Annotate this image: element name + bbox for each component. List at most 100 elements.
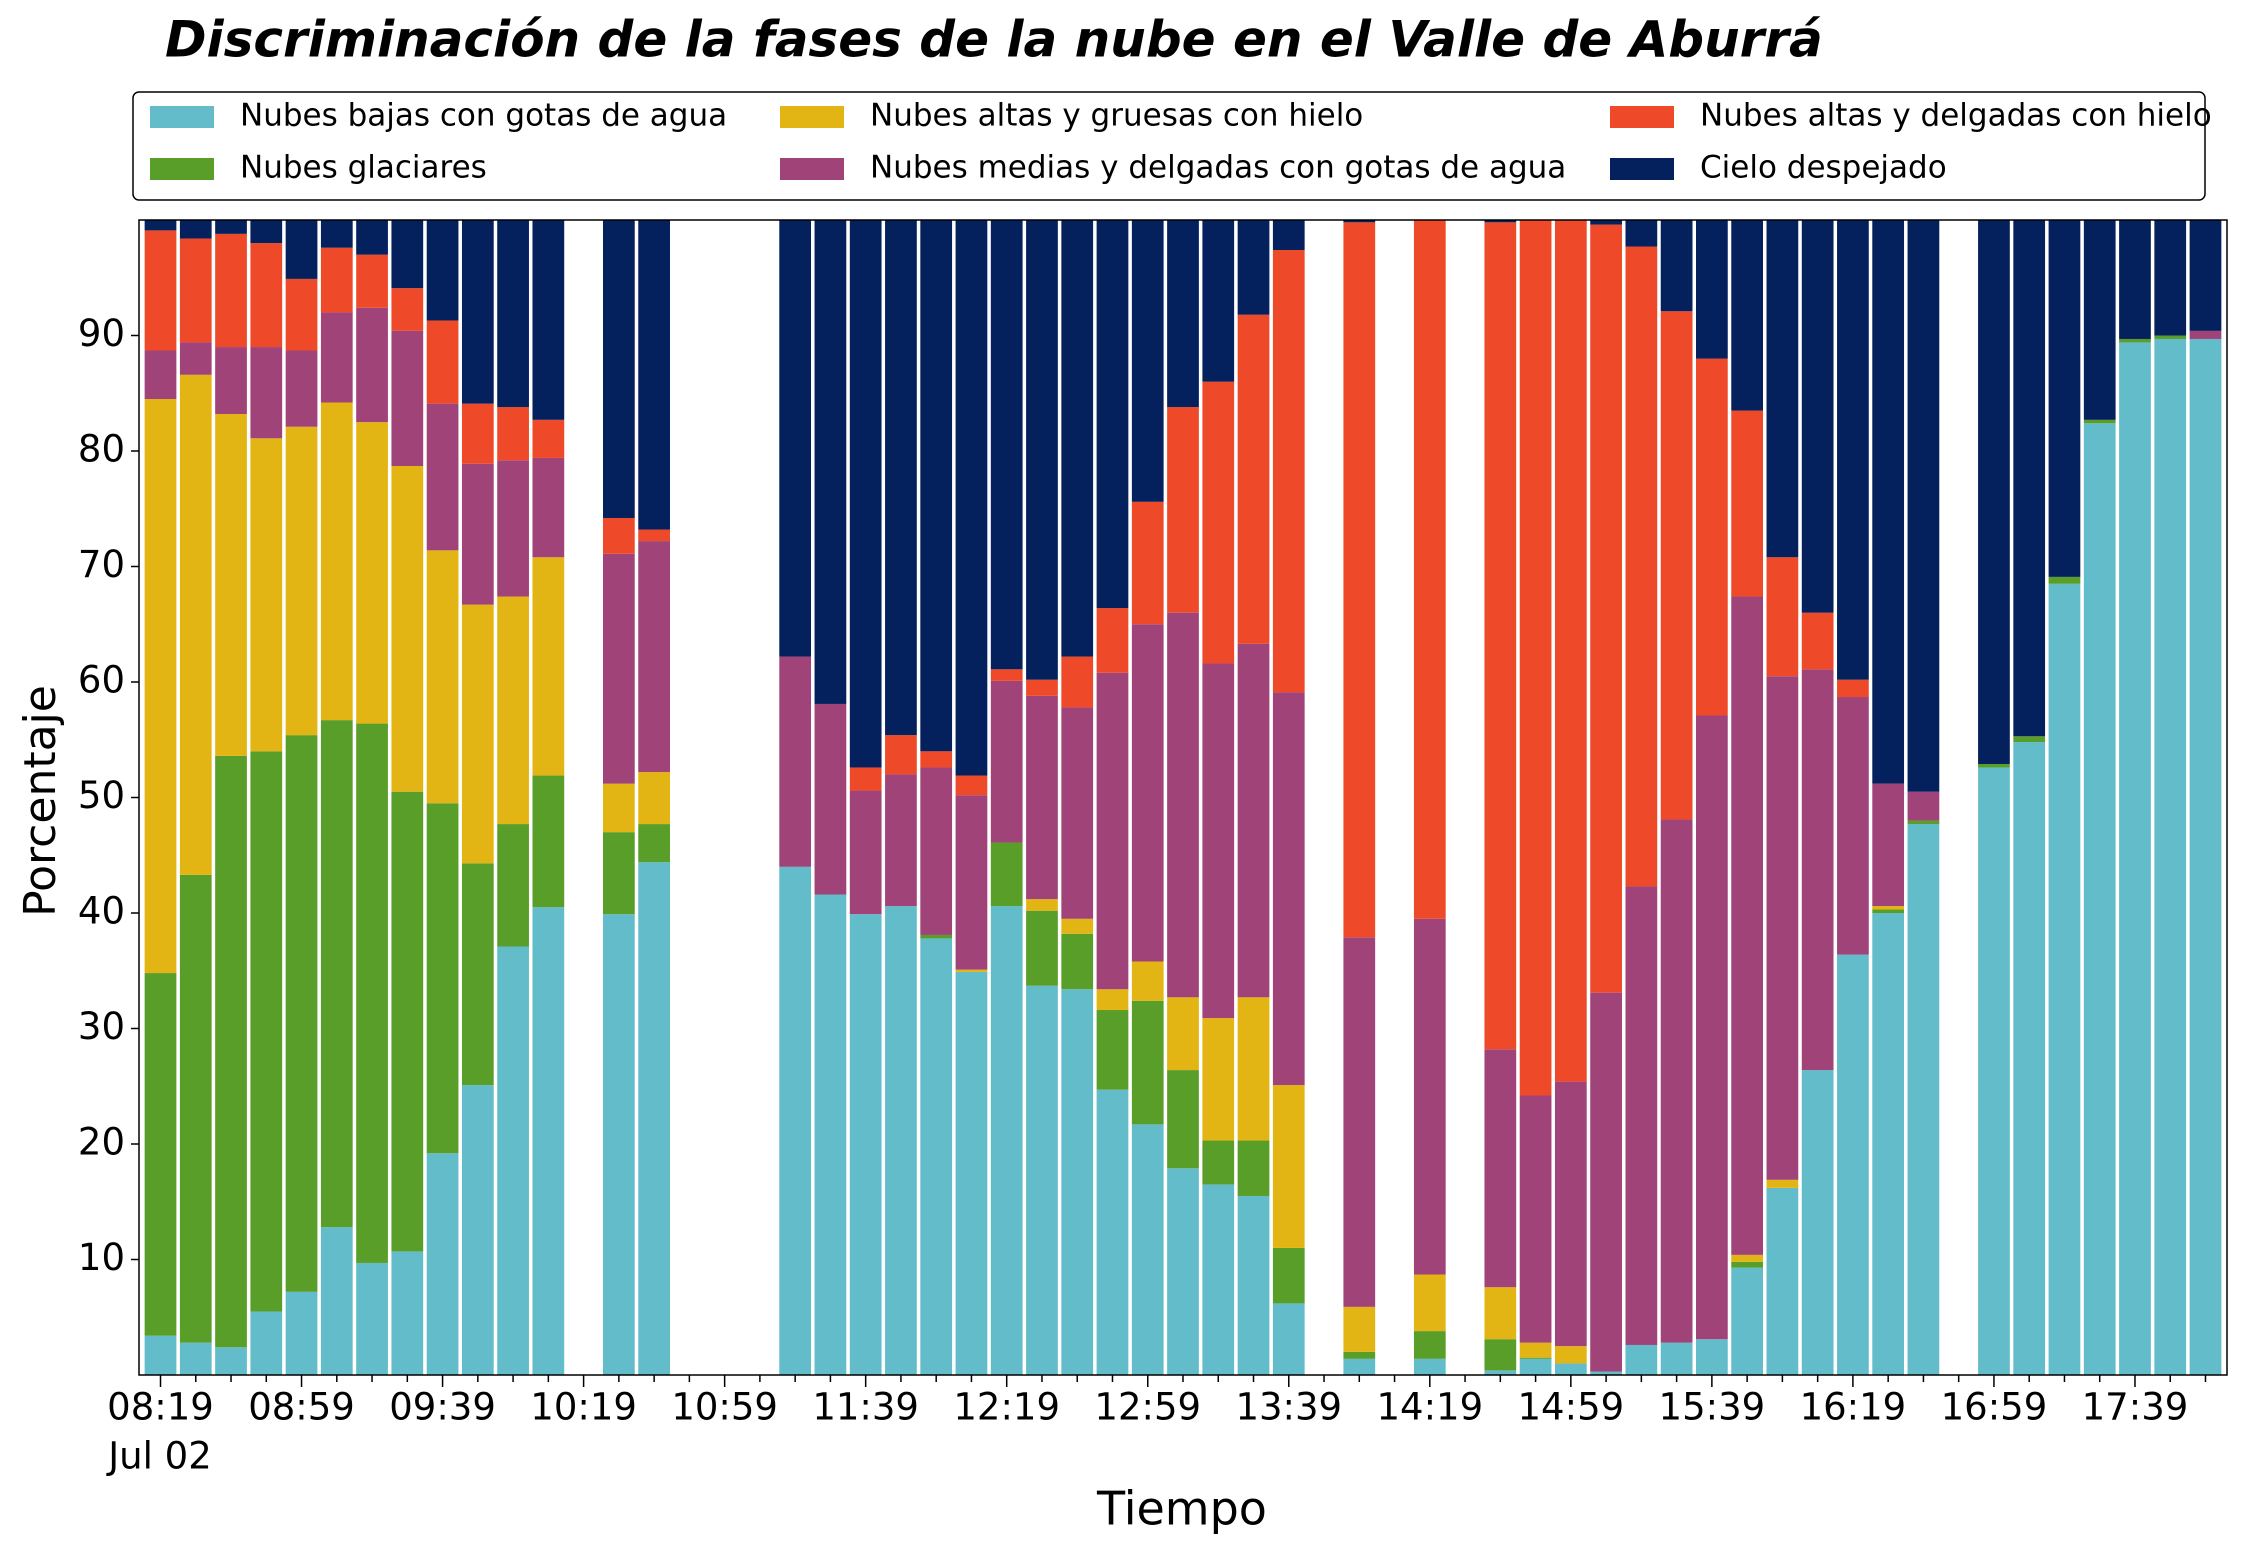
bar-segment [1131, 1000, 1164, 1125]
bar-segment [356, 422, 388, 724]
bar-segment [1413, 1358, 1446, 1375]
bar-segment [1625, 246, 1658, 887]
bar-segment [461, 604, 494, 864]
bar-segment [1167, 612, 1199, 998]
bar-segment [285, 278, 318, 351]
bar-segment [1731, 1254, 1763, 1262]
bar-segment [1766, 557, 1799, 677]
legend-swatch [780, 158, 844, 180]
bar-segment [320, 720, 353, 1228]
bar-segment [320, 247, 353, 313]
bar-segment [1872, 909, 1905, 913]
bar-segment [285, 350, 318, 427]
bar-segment [1484, 222, 1517, 1050]
bar-segment [1026, 910, 1058, 986]
bar-segment [1696, 358, 1728, 716]
bar-segment [2083, 423, 2116, 1375]
bar-segment [144, 350, 177, 400]
bar-segment [1731, 596, 1763, 1255]
bar-segment [2119, 342, 2151, 1376]
bar-segment [215, 233, 247, 348]
bar-segment [1237, 220, 1270, 315]
bar-segment [1590, 220, 1622, 225]
bar-segment [426, 403, 459, 551]
bar-segment [356, 254, 388, 308]
bar-segment [1272, 1247, 1305, 1304]
bar-segment [1131, 1124, 1164, 1375]
bar-segment [391, 220, 424, 289]
legend-label: Nubes glaciares [240, 150, 487, 186]
bar-segment [1272, 1303, 1305, 1375]
bar-segment [955, 795, 988, 970]
x-tick-label: 17:39 [2082, 1386, 2189, 1429]
bar-segment [1554, 1363, 1587, 1375]
bar-segment [356, 220, 388, 255]
bar-segment [1096, 608, 1129, 673]
bar-segment [426, 220, 459, 321]
y-tick-label: 10 [78, 1236, 125, 1279]
x-tick-label: 14:19 [1376, 1386, 1483, 1429]
bar-segment [1625, 1344, 1658, 1375]
bar-segment [990, 906, 1023, 1375]
bar-segment [1131, 961, 1164, 1001]
bar-segment [1343, 1358, 1376, 1375]
x-tick-label: 12:19 [953, 1386, 1060, 1429]
bar-segment [1343, 220, 1376, 223]
bar-segment [1837, 697, 1869, 955]
bar-segment [179, 374, 212, 875]
bar-segment [1061, 933, 1094, 990]
y-tick-label: 20 [78, 1121, 125, 1164]
bar-segment [603, 553, 635, 784]
bar-segment [215, 1347, 247, 1375]
bar-segment [885, 906, 917, 1375]
bar-segment [250, 751, 283, 1312]
bar-segment [920, 220, 953, 752]
bar-segment [1660, 1342, 1693, 1375]
bar-segment [1872, 220, 1905, 784]
bar-segment [179, 238, 212, 343]
bar-segment [1519, 220, 1552, 1096]
bar-segment [1026, 899, 1058, 911]
bar-segment [603, 832, 635, 915]
bar-segment [1096, 1010, 1129, 1090]
x-tick-label: 10:59 [671, 1386, 778, 1429]
bar-segment [426, 550, 459, 804]
bar-segment [1026, 679, 1058, 696]
y-tick-label: 70 [78, 543, 125, 586]
bar-segment [1696, 715, 1728, 1340]
bar-segment [2154, 338, 2187, 1376]
bar-segment [426, 320, 459, 404]
x-tick-label: 13:39 [1235, 1386, 1342, 1429]
bar-segment [461, 863, 494, 1086]
bar-segment [955, 969, 988, 972]
x-axis-label: Tiempo [1096, 1482, 1267, 1536]
bar-segment [1237, 1195, 1270, 1375]
bar-segment [497, 946, 529, 1375]
bar-segment [215, 414, 247, 756]
x-tick-label: 16:19 [1800, 1386, 1907, 1429]
bar-segment [990, 842, 1023, 907]
bar-segment [426, 803, 459, 1154]
x-tick-label: 16:59 [1941, 1386, 2048, 1429]
bar-segment [1837, 954, 1869, 1375]
x-tick-label: 14:59 [1518, 1386, 1625, 1429]
bar-segment [1625, 220, 1658, 247]
bar-segment [1872, 906, 1905, 910]
bar-segment [1590, 224, 1622, 993]
bar-segment [1343, 1306, 1376, 1352]
bar-segment [1343, 937, 1376, 1307]
bar-segment [461, 220, 494, 404]
bar-segment [250, 1311, 283, 1375]
bar-segment [2048, 583, 2081, 1375]
bar-segment [144, 1335, 177, 1375]
bar-segment [1978, 767, 2010, 1375]
bar-segment [1978, 764, 2010, 768]
legend-label: Nubes bajas con gotas de agua [240, 98, 727, 134]
bar-segment [1202, 1018, 1235, 1141]
bar-segment [1237, 314, 1270, 644]
bar-segment [1202, 1140, 1235, 1185]
bar-segment [849, 914, 882, 1375]
bar-segment [920, 934, 953, 939]
bar-segment [1872, 783, 1905, 907]
bar-segment [1696, 220, 1728, 359]
